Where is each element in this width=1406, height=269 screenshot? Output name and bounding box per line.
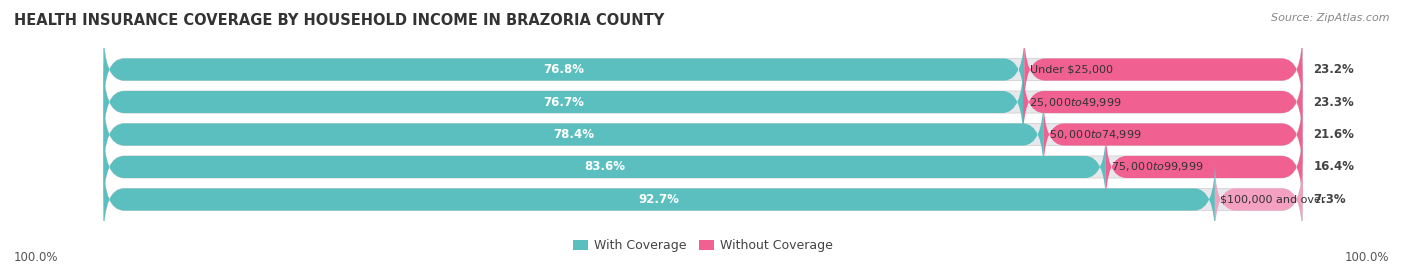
Text: 100.0%: 100.0%	[14, 251, 59, 264]
FancyBboxPatch shape	[104, 162, 1302, 237]
Text: Under $25,000: Under $25,000	[1029, 65, 1112, 75]
Text: $100,000 and over: $100,000 and over	[1220, 194, 1326, 204]
FancyBboxPatch shape	[1024, 64, 1302, 140]
Text: $25,000 to $49,999: $25,000 to $49,999	[1029, 95, 1121, 108]
Text: 16.4%: 16.4%	[1313, 161, 1354, 174]
FancyBboxPatch shape	[104, 32, 1302, 107]
FancyBboxPatch shape	[104, 97, 1043, 172]
Text: HEALTH INSURANCE COVERAGE BY HOUSEHOLD INCOME IN BRAZORIA COUNTY: HEALTH INSURANCE COVERAGE BY HOUSEHOLD I…	[14, 13, 664, 29]
Text: 83.6%: 83.6%	[585, 161, 626, 174]
Text: 7.3%: 7.3%	[1313, 193, 1346, 206]
Text: 92.7%: 92.7%	[638, 193, 679, 206]
Text: 76.8%: 76.8%	[544, 63, 585, 76]
FancyBboxPatch shape	[1043, 97, 1302, 172]
FancyBboxPatch shape	[104, 64, 1302, 140]
Text: 23.3%: 23.3%	[1313, 95, 1354, 108]
FancyBboxPatch shape	[104, 32, 1024, 107]
FancyBboxPatch shape	[104, 64, 1024, 140]
FancyBboxPatch shape	[1215, 162, 1302, 237]
Text: $50,000 to $74,999: $50,000 to $74,999	[1049, 128, 1142, 141]
Text: 23.2%: 23.2%	[1313, 63, 1354, 76]
Text: 76.7%: 76.7%	[543, 95, 583, 108]
FancyBboxPatch shape	[104, 162, 1215, 237]
FancyBboxPatch shape	[104, 97, 1302, 172]
Text: 100.0%: 100.0%	[1344, 251, 1389, 264]
Text: 21.6%: 21.6%	[1313, 128, 1354, 141]
Text: 78.4%: 78.4%	[553, 128, 593, 141]
Legend: With Coverage, Without Coverage: With Coverage, Without Coverage	[568, 234, 838, 257]
Text: Source: ZipAtlas.com: Source: ZipAtlas.com	[1271, 13, 1389, 23]
FancyBboxPatch shape	[104, 129, 1105, 205]
FancyBboxPatch shape	[104, 129, 1302, 205]
FancyBboxPatch shape	[1024, 32, 1302, 107]
FancyBboxPatch shape	[1105, 129, 1302, 205]
Text: $75,000 to $99,999: $75,000 to $99,999	[1111, 161, 1204, 174]
